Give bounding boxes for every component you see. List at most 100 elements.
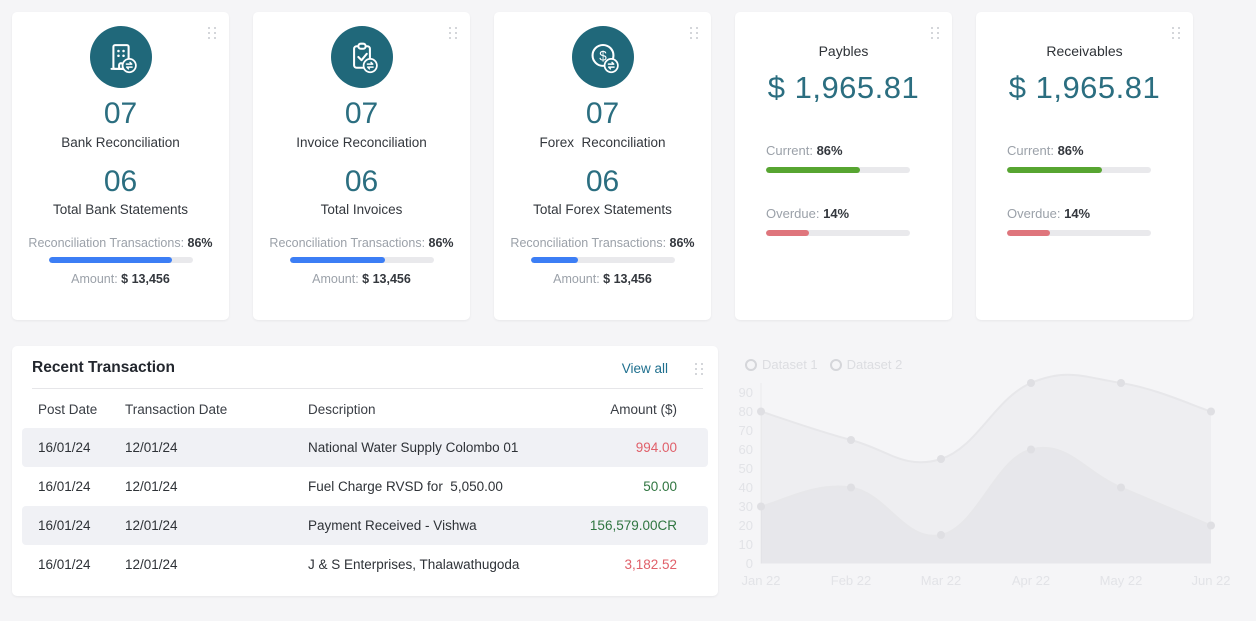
drag-handle-icon[interactable]: [930, 26, 940, 40]
column-header: Transaction Date: [125, 402, 228, 417]
balance-bars: Current: 86% Overdue: 14%: [976, 143, 1193, 236]
view-all-link[interactable]: View all: [621, 360, 668, 376]
table-body: 16/01/24 12/01/24 National Water Supply Co…: [12, 428, 718, 584]
balance-card: Paybles $ 1,965.81 Current: 86% Overdue: …: [735, 12, 952, 320]
legend-label: Dataset 1: [762, 357, 818, 372]
balance-card: Receivables $ 1,965.81 Current: 86% Overd…: [976, 12, 1193, 320]
svg-text:Mar 22: Mar 22: [921, 573, 961, 588]
progress-track: [289, 257, 434, 263]
transaction-date-cell: 12/01/24: [125, 479, 178, 494]
progress-fill: [1007, 167, 1103, 173]
bar-label: Current: 86%: [1007, 143, 1084, 158]
transaction-date-cell: 12/01/24: [125, 518, 178, 533]
drag-handle-icon[interactable]: [207, 26, 217, 40]
amount-cell: 3,182.52: [624, 557, 677, 572]
svg-text:70: 70: [739, 423, 753, 438]
reconciliation-count-label: Forex Reconciliation: [539, 134, 666, 150]
svg-text:Apr 22: Apr 22: [1012, 573, 1050, 588]
post-date-cell: 16/01/24: [38, 440, 91, 455]
description-cell: J & S Enterprises, Thalawathugoda: [308, 557, 520, 572]
svg-text:60: 60: [739, 442, 753, 457]
bar-label: Overdue: 14%: [766, 206, 850, 221]
column-header: Description: [308, 402, 376, 417]
balance-card-title: Receivables: [1046, 43, 1123, 59]
overdue-bar: Overdue: 14%: [766, 206, 910, 236]
svg-text:Jun 22: Jun 22: [1191, 573, 1230, 588]
bar-label: Current: 86%: [766, 143, 843, 158]
table-row: 16/01/24 12/01/24 National Water Supply Co…: [22, 428, 708, 467]
table-row: 16/01/24 12/01/24 Fuel Charge RVSD for 5,0…: [22, 467, 708, 506]
drag-handle-icon[interactable]: [1171, 26, 1181, 40]
progress-label: Reconciliation Transactions: 86%: [269, 236, 454, 250]
description-cell: National Water Supply Colombo 01: [308, 440, 519, 455]
recent-transactions-card: Recent Transaction View all Post Date Tra…: [12, 346, 718, 596]
drag-handle-icon[interactable]: [694, 362, 704, 376]
progress-track: [48, 257, 193, 263]
total-count: 06: [103, 164, 138, 198]
svg-text:Feb 22: Feb 22: [831, 573, 871, 588]
progress-track: [766, 230, 910, 236]
progress-track: [1007, 167, 1151, 173]
progress-track: [766, 167, 910, 173]
legend-item[interactable]: Dataset 2: [829, 357, 902, 372]
amount-label: Amount: $ 13,456: [71, 272, 170, 286]
description-cell: Payment Received - Vishwa: [308, 518, 477, 533]
svg-text:50: 50: [739, 461, 753, 476]
progress-label: Reconciliation Transactions: 86%: [28, 236, 213, 250]
total-count: 06: [585, 164, 620, 198]
bar-label: Overdue: 14%: [1007, 206, 1091, 221]
amount-label: Amount: $ 13,456: [553, 272, 652, 286]
table-row: 16/01/24 12/01/24 Payment Received - Vishw…: [22, 506, 708, 545]
post-date-cell: 16/01/24: [38, 557, 91, 572]
amount-label: Amount: $ 13,456: [312, 272, 411, 286]
current-bar: Current: 86%: [1007, 143, 1151, 173]
balance-amount: $ 1,965.81: [1008, 70, 1161, 105]
svg-text:90: 90: [739, 385, 753, 400]
progress-fill: [766, 167, 860, 173]
svg-text:May 22: May 22: [1100, 573, 1143, 588]
column-header: Amount ($): [610, 402, 677, 417]
progress-fill: [48, 257, 173, 263]
bottom-row: Recent Transaction View all Post Date Tra…: [0, 346, 1256, 602]
overdue-bar: Overdue: 14%: [1007, 206, 1151, 236]
chart-legend: Dataset 1 Dataset 2: [745, 357, 902, 372]
invoice-check-sync-icon: [330, 26, 393, 88]
svg-text:10: 10: [739, 537, 753, 552]
legend-item[interactable]: Dataset 1: [745, 357, 818, 372]
progress-label: Reconciliation Transactions: 86%: [510, 236, 695, 250]
amount-cell: 50.00: [643, 479, 677, 494]
balance-amount: $ 1,965.81: [767, 70, 920, 105]
total-count-label: Total Forex Statements: [533, 202, 672, 217]
skeleton-line-chart: 0 10 20 30 40 50 60 70 80 90 Jan 22 Feb 22 Mar 22 Apr…: [726, 345, 1256, 601]
description-cell: Fuel Charge RVSD for 5,050.00: [308, 479, 503, 494]
table-header: Recent Transaction View all: [12, 346, 718, 388]
cards-row: 07 Bank Reconciliation 06 Total Bank Sta…: [28, 12, 1193, 320]
transaction-date-cell: 12/01/24: [125, 557, 178, 572]
total-count-label: Total Invoices: [320, 202, 403, 217]
drag-handle-icon[interactable]: [689, 26, 699, 40]
svg-text:80: 80: [739, 404, 753, 419]
drag-handle-icon[interactable]: [448, 26, 458, 40]
divider: [32, 388, 703, 389]
legend-dot-icon: [829, 358, 842, 371]
transaction-date-cell: 12/01/24: [125, 440, 178, 455]
progress-fill: [766, 230, 810, 236]
progress-fill: [289, 257, 385, 263]
svg-text:30: 30: [739, 499, 753, 514]
svg-text:40: 40: [739, 480, 753, 495]
svg-text:20: 20: [739, 518, 753, 533]
forex-dollar-sync-icon: $: [571, 26, 634, 88]
progress-track: [1007, 230, 1151, 236]
reconciliation-count-label: Bank Reconciliation: [61, 134, 180, 150]
amount-cell: 156,579.00CR: [589, 518, 677, 533]
reconciliation-count: 07: [103, 97, 138, 130]
reconciliation-dashboard: 07 Bank Reconciliation 06 Total Bank Sta…: [0, 12, 1256, 602]
total-count-label: Total Bank Statements: [52, 202, 189, 217]
recent-transactions-title: Recent Transaction: [32, 359, 175, 376]
table-columns: Post Date Transaction Date Description Amou…: [22, 389, 708, 426]
reconciliation-count: 07: [344, 97, 379, 130]
balance-bars: Current: 86% Overdue: 14%: [735, 143, 952, 236]
total-count: 06: [344, 164, 379, 198]
amount-cell: 994.00: [635, 440, 677, 455]
column-header: Post Date: [38, 402, 98, 417]
